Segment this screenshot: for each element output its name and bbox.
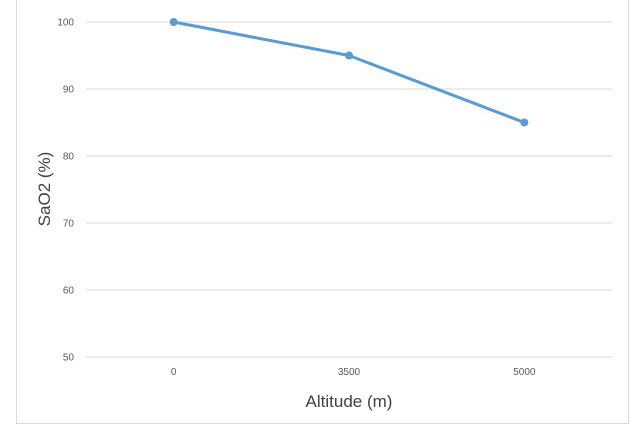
x-tick-label: 0 [171, 367, 177, 378]
y-axis-title: SaO2 (%) [35, 152, 54, 227]
data-point [520, 118, 529, 127]
series-line [172, 20, 526, 124]
y-tick-label: 80 [63, 152, 75, 163]
y-tick-label: 90 [63, 85, 75, 96]
data-point [345, 51, 353, 60]
y-tick-label: 60 [63, 286, 75, 297]
y-tick-label: 100 [57, 18, 74, 29]
y-axis-ticks: 50 60 70 80 90 100 [57, 18, 74, 364]
chart-frame [16, 0, 629, 424]
y-tick-label: 50 [63, 353, 75, 364]
x-tick-label: 5000 [513, 367, 536, 378]
y-tick-label: 70 [63, 219, 75, 230]
x-axis-ticks: 0 3500 5000 [171, 367, 536, 378]
x-tick-label: 3500 [338, 367, 361, 378]
gridlines [86, 21, 612, 358]
x-axis-title: Altitude (m) [306, 392, 393, 411]
series-layer [169, 18, 529, 127]
data-point [169, 18, 178, 26]
